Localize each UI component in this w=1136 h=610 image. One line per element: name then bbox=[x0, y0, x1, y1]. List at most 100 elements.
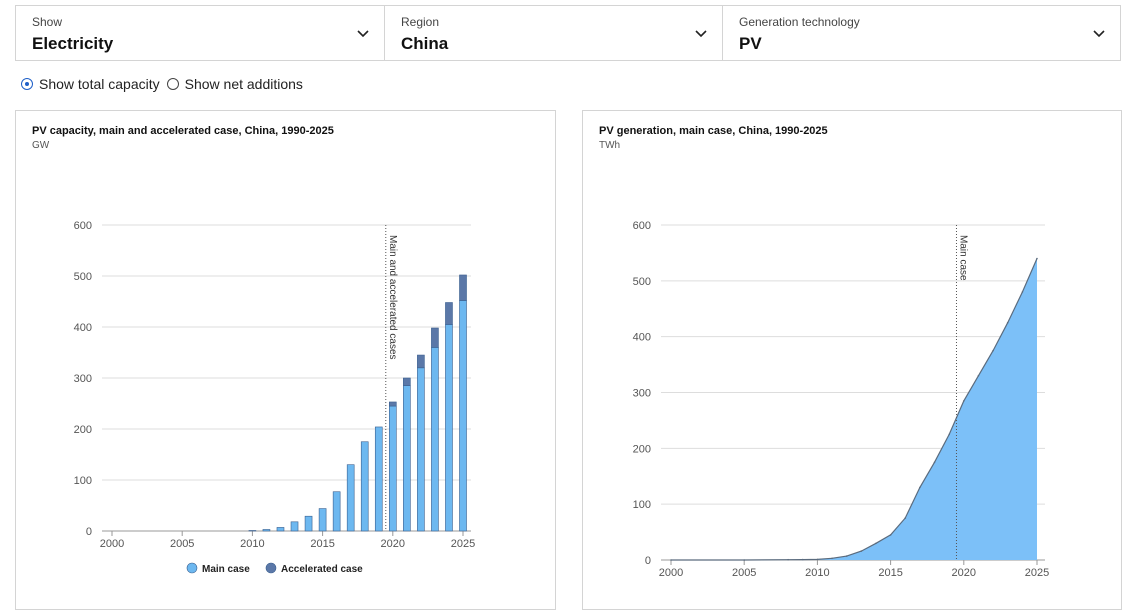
y-tick-label: 100 bbox=[633, 499, 651, 511]
generation-point bbox=[992, 349, 994, 352]
y-tick-label: 400 bbox=[633, 332, 651, 344]
y-tick-label: 0 bbox=[645, 555, 651, 567]
technology-dropdown[interactable]: Generation technology PV bbox=[723, 6, 1120, 60]
x-tick-label: 2010 bbox=[240, 538, 264, 550]
generation-point bbox=[919, 486, 921, 489]
legend-swatch-main bbox=[186, 562, 198, 574]
generation-point bbox=[743, 559, 745, 561]
x-tick-label: 2020 bbox=[952, 567, 976, 579]
chevron-down-icon bbox=[1093, 30, 1105, 38]
generation-point bbox=[977, 375, 980, 377]
generation-point bbox=[802, 558, 804, 561]
generation-point bbox=[860, 550, 863, 552]
chevron-down-icon bbox=[357, 30, 369, 38]
bar-accelerated-case bbox=[431, 327, 439, 348]
radio-selected-icon bbox=[21, 78, 33, 90]
bar-accelerated-case bbox=[445, 302, 453, 325]
show-total-capacity-radio[interactable]: Show total capacity bbox=[21, 76, 160, 92]
legend-label-main: Main case bbox=[202, 564, 250, 575]
show-total-capacity-label: Show total capacity bbox=[39, 76, 160, 92]
show-dropdown-label: Show bbox=[32, 15, 63, 29]
generation-point bbox=[1021, 291, 1024, 293]
y-tick-label: 300 bbox=[74, 373, 92, 385]
generation-chart: 0 100 200 300 400 500 600 2000 2005 2010 2015 2020 2… bbox=[633, 220, 1050, 579]
radio-unselected-icon bbox=[166, 78, 179, 90]
y-tick-label: 200 bbox=[633, 443, 651, 455]
legend-swatch-accelerated bbox=[265, 562, 277, 574]
generation-point bbox=[787, 558, 789, 561]
show-net-additions-radio[interactable]: Show net additions bbox=[166, 76, 303, 92]
generation-chart-panel: PV generation, main case, China, 1990-20… bbox=[582, 110, 1122, 610]
bar-main-case bbox=[388, 405, 397, 532]
y-tick-label: 300 bbox=[633, 388, 651, 400]
generation-chart-unit: TWh bbox=[599, 140, 621, 151]
y-tick-label: 200 bbox=[74, 424, 92, 436]
bar-main-case bbox=[262, 529, 271, 532]
x-tick-label: 2005 bbox=[732, 567, 756, 579]
bar-main-case bbox=[445, 324, 453, 532]
bar-accelerated-case bbox=[459, 274, 467, 301]
x-tick-label: 2020 bbox=[381, 538, 405, 550]
generation-point bbox=[963, 400, 965, 402]
bar-main-case bbox=[374, 426, 383, 532]
bar-main-case bbox=[360, 441, 369, 532]
annotation-label: Main and accelerated cases bbox=[387, 235, 398, 360]
bar-main-case bbox=[346, 464, 355, 532]
bar-main-case bbox=[290, 521, 299, 532]
x-tick-label: 2005 bbox=[170, 538, 194, 550]
technology-dropdown-label: Generation technology bbox=[739, 15, 860, 29]
bar-main-case bbox=[459, 300, 467, 532]
x-tick-label: 2000 bbox=[100, 538, 124, 550]
capacity-chart-title: PV capacity, main and accelerated case, … bbox=[32, 125, 334, 137]
region-dropdown-value: China bbox=[401, 34, 449, 53]
generation-point bbox=[845, 555, 848, 557]
selector-bar: Show Electricity Region China Generation… bbox=[15, 5, 1121, 61]
technology-dropdown-value: PV bbox=[739, 34, 762, 53]
generation-point bbox=[904, 517, 906, 519]
x-tick-label: 2000 bbox=[659, 567, 683, 579]
bar-accelerated-case bbox=[403, 377, 411, 386]
generation-area bbox=[671, 258, 1037, 560]
y-tick-label: 100 bbox=[74, 475, 92, 487]
y-tick-label: 500 bbox=[633, 276, 651, 288]
y-tick-label: 400 bbox=[74, 322, 92, 334]
generation-point bbox=[875, 542, 877, 545]
bar-accelerated-case bbox=[417, 354, 425, 369]
generation-point bbox=[948, 433, 950, 436]
x-tick-label: 2010 bbox=[805, 567, 829, 579]
bar-main-case bbox=[332, 491, 341, 532]
annotation-label: Main case bbox=[957, 235, 968, 281]
x-tick-label: 2015 bbox=[310, 538, 334, 550]
y-tick-label: 500 bbox=[74, 271, 92, 283]
generation-point bbox=[816, 558, 819, 561]
capacity-chart-panel: PV capacity, main and accelerated case, … bbox=[15, 110, 556, 610]
region-dropdown[interactable]: Region China bbox=[385, 6, 723, 60]
show-dropdown-value: Electricity bbox=[32, 34, 114, 53]
bar-main-case bbox=[318, 508, 327, 532]
bar-main-case bbox=[431, 347, 439, 532]
region-dropdown-label: Region bbox=[401, 15, 440, 29]
x-tick-label: 2015 bbox=[878, 567, 902, 579]
generation-point bbox=[1036, 257, 1038, 260]
bar-main-case bbox=[248, 530, 257, 532]
y-tick-label: 600 bbox=[633, 220, 651, 232]
x-tick-label: 2025 bbox=[1025, 567, 1049, 579]
generation-chart-title: PV generation, main case, China, 1990-20… bbox=[599, 125, 828, 137]
bar-main-case bbox=[304, 515, 313, 532]
generation-point bbox=[1006, 321, 1009, 324]
generation-point bbox=[889, 534, 892, 536]
x-tick-label: 2025 bbox=[451, 538, 475, 550]
view-radio-group: Show total capacity Show net additions bbox=[21, 76, 310, 92]
bar-main-case bbox=[417, 367, 425, 532]
y-tick-label: 0 bbox=[86, 526, 92, 538]
show-net-additions-label: Show net additions bbox=[184, 76, 303, 92]
generation-point bbox=[933, 461, 936, 464]
y-tick-label: 600 bbox=[74, 220, 92, 232]
show-dropdown[interactable]: Show Electricity bbox=[16, 6, 385, 60]
bar-main-case bbox=[276, 527, 285, 532]
generation-point bbox=[670, 559, 672, 561]
legend-label-accelerated: Accelerated case bbox=[281, 564, 363, 575]
bar-main-case bbox=[403, 385, 411, 532]
capacity-chart-unit: GW bbox=[32, 140, 50, 151]
generation-line bbox=[671, 258, 1038, 561]
